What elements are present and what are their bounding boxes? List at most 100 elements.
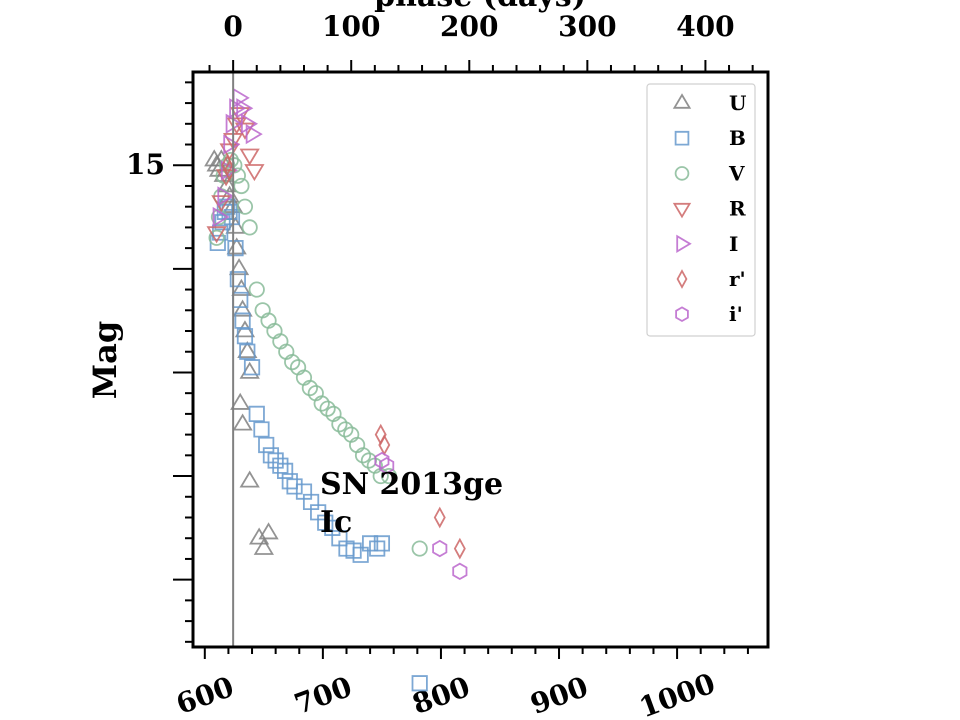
marker-V xyxy=(210,208,228,226)
marker-B xyxy=(239,343,256,360)
marker-rprime xyxy=(433,506,446,529)
marker-R xyxy=(244,164,265,182)
marker-V xyxy=(411,540,428,557)
legend-label: r' xyxy=(729,267,746,291)
marker-R xyxy=(206,226,227,244)
marker-U xyxy=(248,527,270,545)
marker-I xyxy=(217,186,235,207)
marker-R xyxy=(230,107,251,125)
marker-V xyxy=(248,281,265,298)
annotation-name: SN 2013ge xyxy=(320,467,503,502)
top-tick-label: 300 xyxy=(558,10,616,43)
data-markers xyxy=(204,87,468,692)
marker-V xyxy=(208,229,225,246)
legend-marker xyxy=(675,306,689,323)
marker-U xyxy=(232,413,253,431)
x-tick-label: 900 xyxy=(526,670,592,720)
marker-R xyxy=(211,195,232,213)
legend-box xyxy=(646,83,756,337)
top-tick-label: 100 xyxy=(322,10,380,43)
y-axis-label: Mag xyxy=(86,321,124,400)
top-tick-label: 400 xyxy=(676,10,734,43)
marker-iprime xyxy=(374,451,390,470)
top-tick-label: 0 xyxy=(223,10,242,43)
marker-B xyxy=(248,405,265,422)
marker-V xyxy=(319,400,336,417)
y-tick-label: 15 xyxy=(126,148,165,181)
marker-V xyxy=(241,219,258,236)
marker-iprime xyxy=(379,456,395,475)
marker-I xyxy=(223,134,241,155)
marker-V xyxy=(236,198,254,215)
marker-B xyxy=(276,462,294,479)
marker-V xyxy=(354,447,372,464)
x-tick-label: 1000 xyxy=(635,667,720,720)
marker-R xyxy=(239,148,260,166)
marker-V xyxy=(380,467,398,485)
marker-B xyxy=(258,436,275,454)
legend-marker xyxy=(674,166,690,181)
marker-U xyxy=(258,522,279,540)
marker-V xyxy=(313,395,330,412)
marker-B xyxy=(369,540,386,557)
marker-B xyxy=(373,535,391,552)
marker-U xyxy=(225,216,246,234)
marker-B xyxy=(229,271,246,288)
legend-label: U xyxy=(729,91,746,115)
marker-I xyxy=(236,98,254,119)
marker-U xyxy=(239,470,260,488)
plot-frame xyxy=(191,70,770,649)
marker-B xyxy=(345,542,362,559)
marker-U xyxy=(231,278,252,296)
marker-B xyxy=(302,493,320,511)
marker-B xyxy=(227,240,244,257)
marker-U xyxy=(253,537,274,555)
marker-iprime xyxy=(452,562,468,581)
x-tick-label: 700 xyxy=(290,670,356,720)
marker-iprime xyxy=(432,539,448,558)
legend-label: i' xyxy=(729,302,743,326)
marker-I xyxy=(212,206,230,228)
marker-B xyxy=(411,675,428,692)
left-axis-ticks: 15 xyxy=(126,81,193,643)
x-tick-label: 600 xyxy=(172,670,238,720)
marker-B xyxy=(324,519,341,536)
legend-marker xyxy=(676,234,692,253)
marker-V xyxy=(337,421,354,438)
marker-B xyxy=(295,483,313,500)
legend-label: V xyxy=(728,161,745,185)
marker-B xyxy=(234,312,251,329)
bottom-axis-ticks: 600 700 800 900 1000 xyxy=(172,647,749,720)
marker-B xyxy=(243,359,261,376)
top-axis-label: phase (days) xyxy=(374,0,586,14)
marker-B xyxy=(262,447,280,464)
annotation-type: Ic xyxy=(320,505,352,540)
marker-B xyxy=(317,514,334,531)
marker-B xyxy=(236,328,254,345)
marker-B xyxy=(267,452,284,469)
legend-label: R xyxy=(729,197,746,221)
top-tick-label: 200 xyxy=(440,10,498,43)
x-tick-label: 800 xyxy=(408,670,474,720)
marker-B xyxy=(253,421,270,438)
legend-marker xyxy=(672,202,692,219)
marker-B xyxy=(272,457,289,474)
marker-U xyxy=(237,340,258,359)
legend-marker xyxy=(672,93,692,109)
top-axis-ticks: 0 100 200 300 400 xyxy=(208,10,754,72)
marker-R xyxy=(234,122,256,140)
marker-B xyxy=(281,473,298,490)
marker-I xyxy=(220,160,239,181)
marker-B xyxy=(310,504,327,521)
marker-rprime xyxy=(453,537,466,560)
legend-label: I xyxy=(729,232,738,256)
marker-I xyxy=(245,124,263,145)
legend-marker xyxy=(674,130,690,146)
marker-V xyxy=(301,379,318,397)
marker-V xyxy=(331,416,348,433)
legend-label: B xyxy=(729,126,746,150)
marker-U xyxy=(230,392,251,410)
marker-V xyxy=(233,177,250,195)
